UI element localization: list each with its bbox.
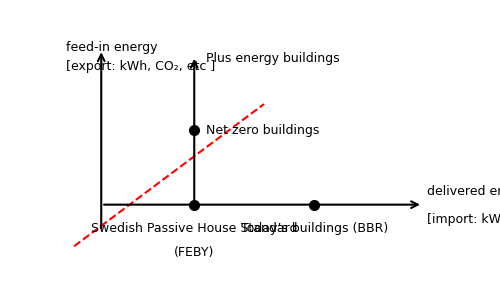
Text: [export: kWh, CO₂, etc ]: [export: kWh, CO₂, etc ] [66, 60, 216, 73]
Text: feed-in energy: feed-in energy [66, 41, 158, 54]
Text: Today’s buildings (BBR): Today’s buildings (BBR) [241, 222, 388, 235]
Text: (FEBY): (FEBY) [174, 246, 214, 259]
Text: Swedish Passive House Standard: Swedish Passive House Standard [91, 222, 298, 235]
Text: Plus energy buildings: Plus energy buildings [206, 52, 340, 65]
Text: [import: kWh, CO₂, etc ]: [import: kWh, CO₂, etc ] [427, 214, 500, 226]
Text: Net zero buildings: Net zero buildings [206, 124, 320, 137]
Text: delivered energy: delivered energy [427, 185, 500, 198]
